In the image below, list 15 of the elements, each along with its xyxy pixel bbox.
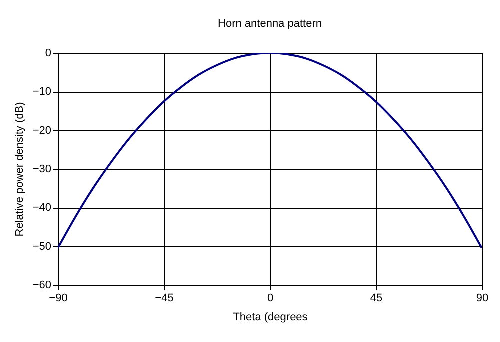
y-tick-label: −30 <box>32 164 52 176</box>
x-tick-label: 45 <box>370 292 383 304</box>
y-tick-label: −10 <box>32 86 52 98</box>
x-tick-label: −90 <box>49 292 68 304</box>
y-tick-label: −50 <box>32 240 52 253</box>
y-tick-label: 0 <box>45 48 52 60</box>
y-tick-label: −20 <box>32 124 52 137</box>
x-axis-title: Theta (degrees <box>233 312 308 324</box>
x-tick-label: 90 <box>476 292 489 304</box>
y-tick-label: −40 <box>32 202 52 214</box>
y-axis-title: Relative power density (dB) <box>14 102 26 237</box>
x-tick-label: 0 <box>267 292 274 304</box>
x-tick-label: −45 <box>155 292 174 304</box>
y-tick-label: −60 <box>32 280 52 292</box>
chart-title: Horn antenna pattern <box>218 18 322 30</box>
